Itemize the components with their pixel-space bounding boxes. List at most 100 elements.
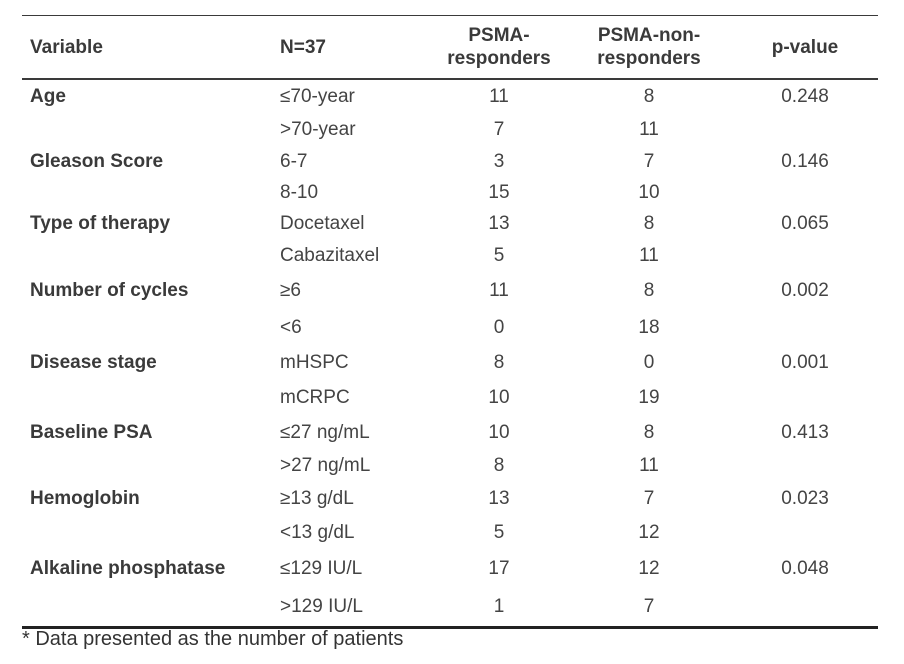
variable-name-cell bbox=[22, 177, 272, 208]
table-row: >70-year 7 11 bbox=[22, 114, 878, 146]
level-cell: mCRPC bbox=[280, 387, 350, 408]
p-value-cell bbox=[732, 588, 878, 626]
psma-nonresponders-cell: 11 bbox=[639, 454, 659, 476]
level-cell: mHSPC bbox=[280, 352, 349, 373]
level-cell: ≤27 ng/mL bbox=[280, 421, 370, 443]
level-cell: 6-7 bbox=[280, 150, 308, 172]
variable-name-cell: Alkaline phosphatase bbox=[30, 558, 226, 579]
table-header: Variable N=37 PSMA- responders PSMA-non-… bbox=[22, 16, 878, 78]
psma-nonresponders-cell: 18 bbox=[638, 316, 660, 338]
psma-responders-cell: 11 bbox=[489, 86, 509, 107]
header-psma-nonresponders-line2: responders bbox=[597, 48, 701, 69]
psma-nonresponders-cell: 0 bbox=[643, 352, 655, 373]
variable-name-cell bbox=[22, 450, 272, 481]
variable-name-cell bbox=[22, 381, 272, 415]
psma-responders-cell: 10 bbox=[488, 387, 510, 408]
table-footnote: * Data presented as the number of patien… bbox=[22, 628, 404, 650]
variable-name-cell bbox=[22, 310, 272, 345]
table-row: Hemoglobin ≥13 g/dL 13 7 0.023 bbox=[22, 481, 878, 516]
psma-nonresponders-cell: 7 bbox=[643, 487, 655, 509]
variable-name-cell: Gleason Score bbox=[30, 150, 164, 172]
p-value-cell: 0.048 bbox=[781, 558, 829, 579]
level-cell: ≤129 IU/L bbox=[280, 558, 363, 579]
variable-name-cell bbox=[22, 588, 272, 626]
psma-nonresponders-cell: 11 bbox=[639, 245, 659, 266]
table-row: Baseline PSA ≤27 ng/mL 10 8 0.413 bbox=[22, 415, 878, 450]
psma-nonresponders-cell: 8 bbox=[643, 421, 655, 443]
psma-responders-cell: 1 bbox=[493, 596, 505, 617]
table-row: mCRPC 10 19 bbox=[22, 381, 878, 415]
level-cell: Docetaxel bbox=[280, 213, 365, 234]
psma-responders-cell: 10 bbox=[488, 421, 510, 443]
variable-name-cell: Baseline PSA bbox=[30, 421, 153, 443]
header-psma-responders-line1: PSMA- bbox=[468, 25, 530, 46]
psma-responders-cell: 5 bbox=[493, 245, 505, 266]
p-value-cell bbox=[732, 240, 878, 272]
psma-responders-cell: 3 bbox=[493, 150, 505, 172]
p-value-cell: 0.065 bbox=[781, 213, 829, 234]
table-row: Alkaline phosphatase ≤129 IU/L 17 12 0.048 bbox=[22, 550, 878, 588]
p-value-cell: 0.001 bbox=[781, 352, 829, 373]
table-row: <13 g/dL 5 12 bbox=[22, 516, 878, 550]
level-cell: <6 bbox=[280, 316, 302, 338]
table-bottom-rule bbox=[22, 626, 878, 629]
p-value-cell bbox=[732, 516, 878, 550]
level-cell: ≥13 g/dL bbox=[280, 487, 354, 509]
table-row: Age ≤70-year 11 8 0.248 bbox=[22, 80, 878, 114]
level-cell: >27 ng/mL bbox=[280, 454, 371, 476]
level-cell: >129 IU/L bbox=[280, 596, 363, 617]
level-cell: Cabazitaxel bbox=[280, 245, 380, 266]
psma-responders-cell: 8 bbox=[493, 454, 505, 476]
header-p-value: p-value bbox=[771, 36, 839, 58]
header-psma-nonresponders: PSMA-non- responders bbox=[566, 16, 732, 78]
table-row: >129 IU/L 1 7 bbox=[22, 588, 878, 626]
p-value-cell bbox=[732, 450, 878, 481]
p-value-cell: 0.146 bbox=[781, 150, 829, 172]
psma-nonresponders-cell: 12 bbox=[638, 522, 660, 543]
table-row: Type of therapy Docetaxel 13 8 0.065 bbox=[22, 208, 878, 240]
header-psma-responders-line2: responders bbox=[447, 48, 551, 69]
table-body: Age ≤70-year 11 8 0.248 >70-year 7 11 Gleason Sc… bbox=[22, 80, 878, 626]
table-row: <6 0 18 bbox=[22, 310, 878, 345]
level-cell: <13 g/dL bbox=[280, 522, 355, 543]
psma-nonresponders-cell: 7 bbox=[643, 150, 655, 172]
psma-nonresponders-cell: 10 bbox=[638, 181, 660, 203]
psma-responders-cell: 15 bbox=[488, 181, 510, 203]
psma-responders-cell: 13 bbox=[488, 213, 510, 234]
table-row: 8-10 15 10 bbox=[22, 177, 878, 208]
psma-responders-cell: 0 bbox=[493, 316, 505, 338]
header-n: N=37 bbox=[280, 36, 326, 58]
variable-name-cell bbox=[22, 516, 272, 550]
variable-name-cell: Hemoglobin bbox=[30, 487, 140, 509]
psma-nonresponders-cell: 8 bbox=[643, 213, 655, 234]
psma-nonresponders-cell: 8 bbox=[643, 280, 655, 301]
p-value-cell bbox=[732, 177, 878, 208]
psma-responders-cell: 11 bbox=[489, 280, 509, 301]
level-cell: >70-year bbox=[280, 119, 356, 140]
table-row: Cabazitaxel 5 11 bbox=[22, 240, 878, 272]
psma-responders-cell: 17 bbox=[488, 558, 510, 579]
psma-nonresponders-cell: 7 bbox=[643, 596, 655, 617]
psma-nonresponders-cell: 19 bbox=[638, 387, 660, 408]
psma-responders-cell: 8 bbox=[493, 352, 505, 373]
level-cell: ≤70-year bbox=[280, 86, 355, 107]
p-value-cell: 0.248 bbox=[781, 86, 829, 107]
p-value-cell bbox=[732, 381, 878, 415]
variable-name-cell: Type of therapy bbox=[30, 213, 171, 234]
variable-name-cell bbox=[22, 240, 272, 272]
psma-nonresponders-cell: 11 bbox=[639, 119, 659, 140]
psma-responders-cell: 7 bbox=[493, 119, 505, 140]
variable-name-cell: Age bbox=[30, 86, 66, 107]
p-value-cell: 0.002 bbox=[781, 280, 829, 301]
patient-characteristics-table-container: Variable N=37 PSMA- responders PSMA-non-… bbox=[22, 15, 878, 629]
psma-responders-cell: 13 bbox=[488, 487, 510, 509]
table-row: Gleason Score 6-7 3 7 0.146 bbox=[22, 146, 878, 177]
header-psma-nonresponders-line1: PSMA-non- bbox=[597, 25, 701, 46]
table-row: >27 ng/mL 8 11 bbox=[22, 450, 878, 481]
table-top-rule bbox=[22, 15, 878, 16]
header-row: Variable N=37 PSMA- responders PSMA-non-… bbox=[22, 16, 878, 78]
table-header-rule bbox=[22, 78, 878, 80]
level-cell: ≥6 bbox=[280, 280, 301, 301]
table-row: Disease stage mHSPC 8 0 0.001 bbox=[22, 345, 878, 381]
variable-name-cell bbox=[22, 114, 272, 146]
